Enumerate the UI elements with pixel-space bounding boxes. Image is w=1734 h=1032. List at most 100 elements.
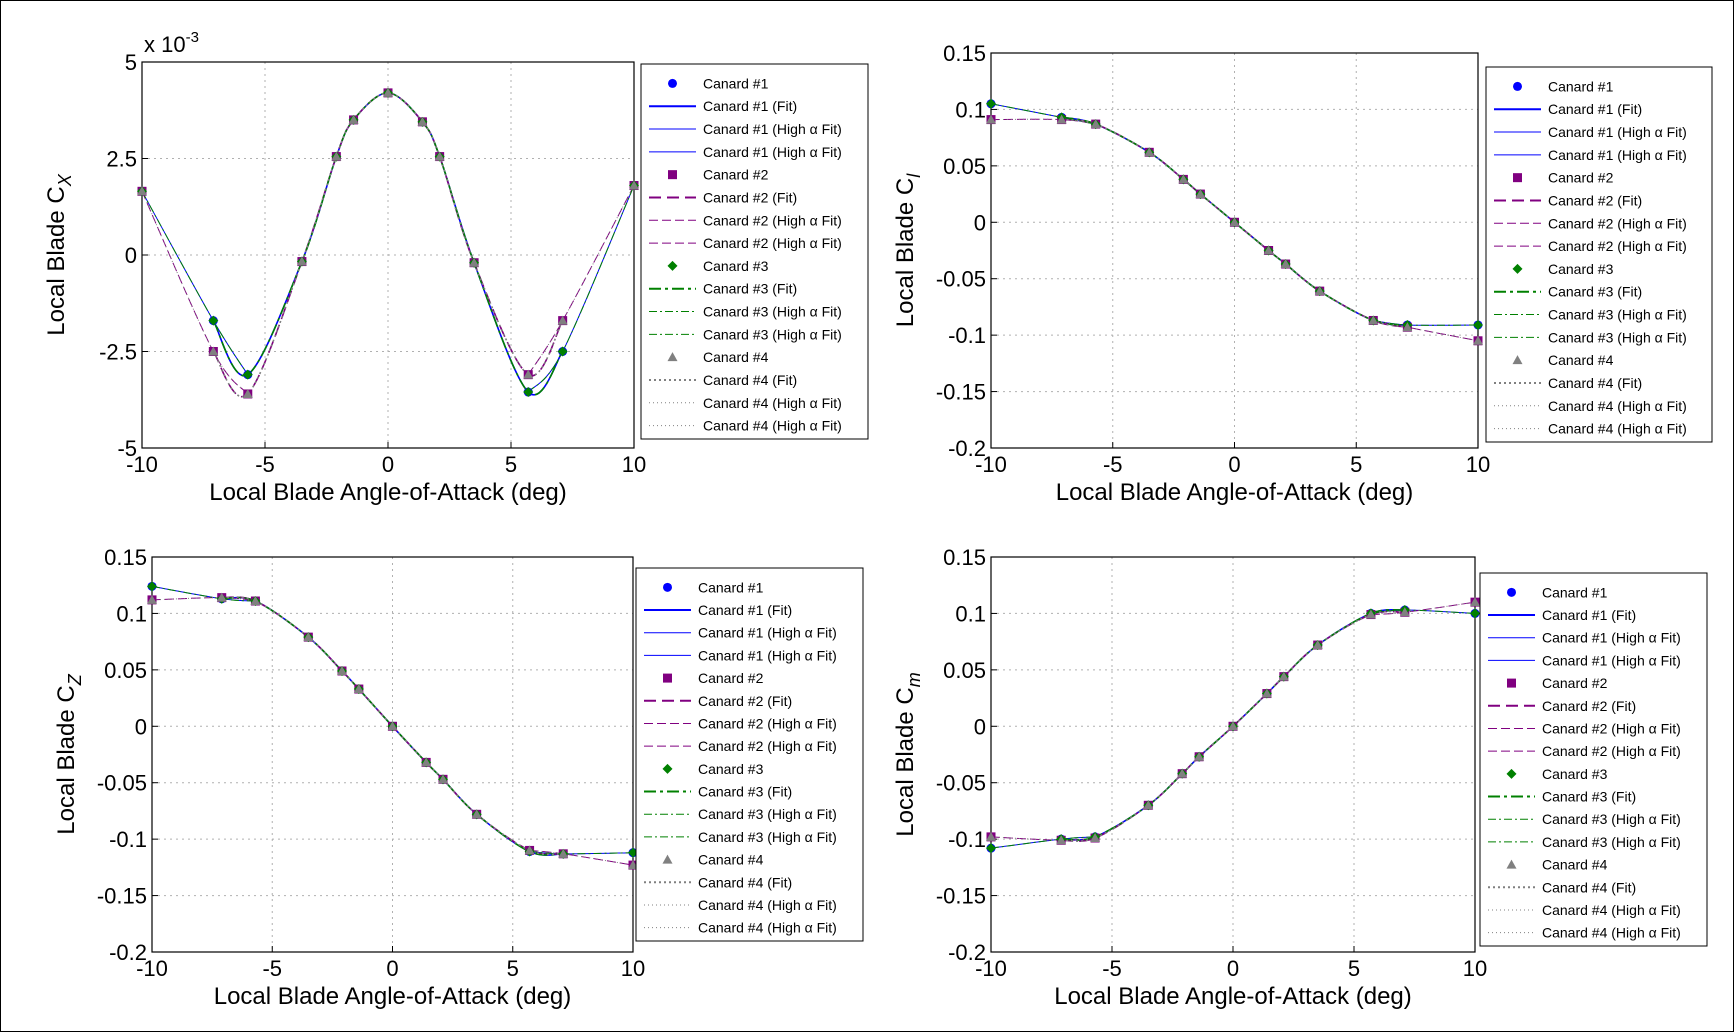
legend-label: Canard #1 (Fit) <box>1542 607 1636 623</box>
legend-marker-4 <box>662 854 673 864</box>
data-point-4 <box>1228 721 1238 731</box>
legend: Canard #1 Canard #1 (Fit) Canard #1 (High … <box>635 567 864 942</box>
legend-box <box>1479 572 1708 947</box>
x-tick-label: -10 <box>126 452 158 477</box>
data-point-4 <box>558 848 569 858</box>
legend-label: Canard #3 (Fit) <box>1542 789 1636 805</box>
legend-label: Canard #1 (High α Fit) <box>1542 630 1681 646</box>
data-point-4 <box>469 257 480 267</box>
x-tick-label: -10 <box>975 452 1007 477</box>
legend-label: Canard #2 (High α Fit) <box>703 212 842 228</box>
legend-marker-1 <box>668 78 677 88</box>
data-point-4 <box>1368 315 1379 325</box>
data-point-4 <box>1261 688 1272 698</box>
legend-label: Canard #4 (High α Fit) <box>703 395 842 411</box>
legend: Canard #1 Canard #1 (Fit) Canard #1 (High … <box>1479 572 1708 947</box>
data-point-4 <box>1280 259 1291 269</box>
data-point-4 <box>1056 114 1067 124</box>
x-tick-label: -10 <box>975 956 1007 981</box>
y-axis-label: Local Blade CZ <box>53 673 85 834</box>
series-high-fit-line-4 <box>141 191 249 395</box>
legend-label: Canard #2 (High α Fit) <box>1542 720 1681 736</box>
legend-label: Canard #3 (High α Fit) <box>1542 834 1681 850</box>
data-point-4 <box>421 757 432 767</box>
data-point-4 <box>629 180 639 190</box>
data-point-3 <box>208 315 219 326</box>
legend-label: Canard #3 <box>703 258 769 274</box>
legend-label: Canard #2 (High α Fit) <box>698 738 837 754</box>
legend-label: Canard #3 (Fit) <box>703 281 797 297</box>
legend-label: Canard #2 <box>698 670 764 686</box>
x-tick-label: 5 <box>1348 956 1360 981</box>
data-point-3 <box>986 98 996 109</box>
y-tick-label: 0.15 <box>104 545 147 570</box>
data-point-4 <box>331 151 342 161</box>
legend-marker-1 <box>1513 81 1522 91</box>
data-point-4 <box>303 632 314 642</box>
legend-label: Canard #1 <box>1548 78 1614 94</box>
y-tick-label: -0.2 <box>948 436 986 461</box>
data-point-4 <box>1278 671 1289 681</box>
legend-label: Canard #4 (Fit) <box>703 372 797 388</box>
legend-label: Canard #2 (Fit) <box>703 189 797 205</box>
legend-marker-3 <box>1512 263 1523 274</box>
x-tick-label: 10 <box>1463 956 1487 981</box>
legend-label: Canard #1 (High α Fit) <box>698 647 837 663</box>
plot-area <box>991 53 1478 448</box>
legend-label: Canard #1 <box>698 579 764 595</box>
y-tick-label: -5 <box>117 436 137 461</box>
y-tick-label: 0.1 <box>116 601 147 626</box>
legend-label: Canard #1 <box>1542 584 1608 600</box>
x-tick-label: 0 <box>1227 956 1239 981</box>
data-point-3 <box>557 346 568 357</box>
data-point-4 <box>1177 768 1188 778</box>
legend-label: Canard #1 (High α Fit) <box>703 144 842 160</box>
y-axis-label: Local Blade CX <box>43 173 75 335</box>
y-tick-label: 0.05 <box>943 658 986 683</box>
plot-area <box>152 557 633 952</box>
x-tick-label: 10 <box>622 452 646 477</box>
legend-label: Canard #2 (Fit) <box>1542 698 1636 714</box>
data-point-4 <box>1402 322 1413 332</box>
series-high-fit-line-4 <box>529 849 634 866</box>
legend-label: Canard #3 (High α Fit) <box>1548 307 1687 323</box>
legend-label: Canard #1 (Fit) <box>1548 101 1642 117</box>
legend-label: Canard #4 <box>1548 352 1614 368</box>
data-point-4 <box>1365 609 1376 619</box>
data-point-4 <box>471 809 482 819</box>
series-high-fit-line-4 <box>151 597 256 602</box>
legend-label: Canard #4 (High α Fit) <box>698 920 837 936</box>
y-tick-label: 5 <box>125 50 137 75</box>
legend-marker-3 <box>1506 768 1517 779</box>
legend-label: Canard #2 (High α Fit) <box>1542 743 1681 759</box>
legend-label: Canard #4 (Fit) <box>1542 879 1636 895</box>
legend-label: Canard #3 (High α Fit) <box>703 304 842 320</box>
data-point-3 <box>242 369 253 380</box>
data-point-4 <box>348 114 359 124</box>
y-tick-label: 0.05 <box>943 154 986 179</box>
legend-label: Canard #4 (High α Fit) <box>703 418 842 434</box>
legend-marker-2 <box>663 673 672 683</box>
x-tick-label: -5 <box>1103 452 1123 477</box>
legend-label: Canard #3 (High α Fit) <box>1542 811 1681 827</box>
data-point-4 <box>216 592 227 602</box>
data-point-4 <box>1470 597 1480 607</box>
legend-label: Canard #1 (Fit) <box>703 98 797 114</box>
series-fit-line-3 <box>1061 116 1408 326</box>
data-point-4 <box>242 388 253 398</box>
legend-label: Canard #4 (Fit) <box>698 874 792 890</box>
y-axis-label: Local Blade Cm <box>892 672 924 836</box>
data-point-4 <box>208 346 219 356</box>
y-tick-label: -0.1 <box>948 323 986 348</box>
legend-label: Canard #3 (Fit) <box>1548 284 1642 300</box>
legend-label: Canard #4 (High α Fit) <box>1548 398 1687 414</box>
y-tick-label: 0.15 <box>943 545 986 570</box>
legend-marker-4 <box>1506 859 1517 869</box>
legend-label: Canard #1 (High α Fit) <box>1542 652 1681 668</box>
legend-label: Canard #2 <box>703 167 769 183</box>
y-tick-label: -0.05 <box>936 771 986 796</box>
data-point-4 <box>147 594 157 604</box>
legend-label: Canard #2 (High α Fit) <box>703 235 842 251</box>
legend-label: Canard #2 (High α Fit) <box>698 715 837 731</box>
legend-label: Canard #2 (Fit) <box>1548 192 1642 208</box>
